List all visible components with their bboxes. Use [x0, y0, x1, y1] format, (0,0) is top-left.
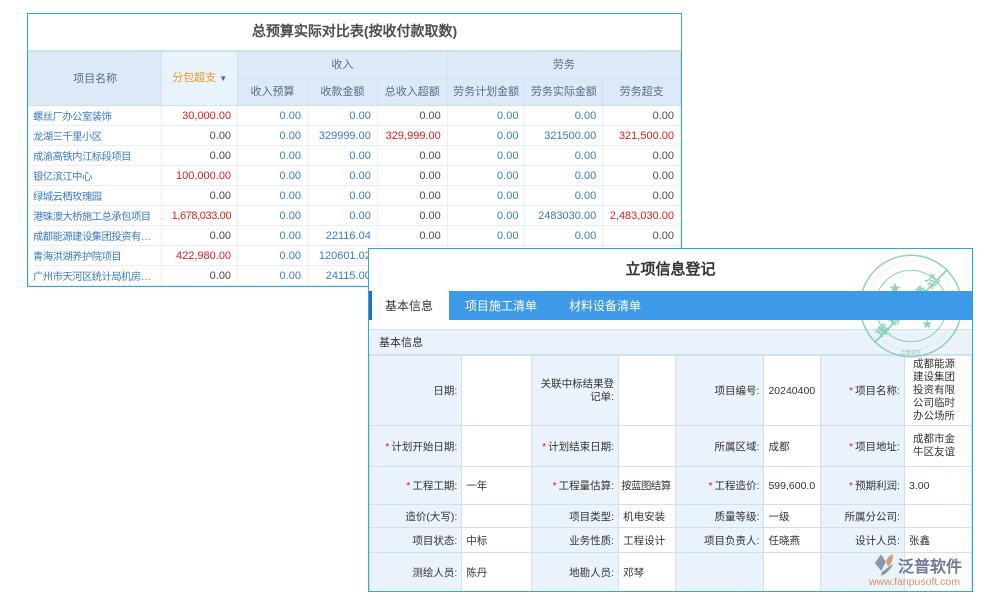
svg-text:过: 过: [923, 271, 943, 291]
svg-text:泛普软件: 泛普软件: [900, 349, 922, 357]
